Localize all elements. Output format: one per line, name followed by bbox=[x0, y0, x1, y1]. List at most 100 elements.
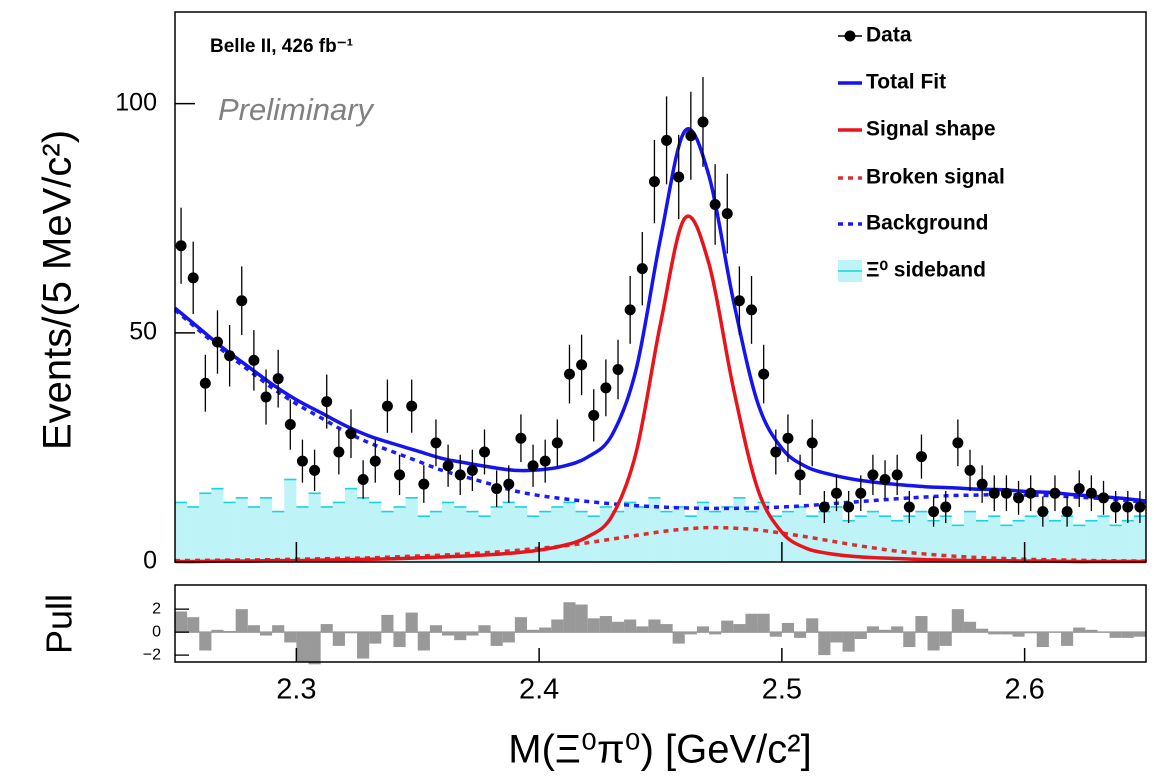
pull-bar bbox=[684, 632, 697, 635]
sideband-bar bbox=[466, 511, 479, 562]
sideband-bar bbox=[599, 507, 612, 562]
sideband-bar bbox=[696, 502, 710, 562]
pull-bar bbox=[988, 632, 1001, 635]
pull-bar bbox=[1036, 632, 1049, 648]
data-point bbox=[782, 432, 794, 444]
data-point bbox=[588, 409, 600, 421]
sideband-bar bbox=[1097, 516, 1110, 562]
data-point bbox=[527, 460, 539, 472]
pull-bar bbox=[781, 622, 795, 633]
pull-bar bbox=[357, 632, 370, 659]
pull-bar bbox=[211, 629, 224, 633]
data-point bbox=[903, 501, 915, 513]
sideband-bar bbox=[587, 516, 600, 562]
pull-frame bbox=[174, 584, 1147, 663]
x-tick-label: 2.5 bbox=[762, 674, 802, 706]
pull-bar bbox=[575, 604, 588, 633]
sideband-bar bbox=[878, 516, 892, 562]
sideband-bar bbox=[624, 502, 637, 562]
y-axis-title: Events/(5 MeV/c²) bbox=[36, 130, 80, 450]
data-point bbox=[175, 240, 187, 252]
pull-bar bbox=[745, 613, 758, 633]
sideband-bar bbox=[357, 497, 370, 562]
data-point bbox=[284, 419, 296, 430]
sideband-bar bbox=[684, 516, 697, 562]
data-point bbox=[515, 432, 527, 444]
pull-bar bbox=[636, 626, 649, 633]
data-point bbox=[818, 501, 830, 513]
data-point bbox=[940, 501, 952, 513]
pull-bar bbox=[272, 625, 285, 633]
data-point bbox=[1049, 487, 1061, 499]
sideband-bar bbox=[442, 502, 455, 562]
sideband-bar bbox=[247, 507, 260, 562]
sideband-bar bbox=[660, 511, 673, 562]
sideband-bar bbox=[272, 511, 285, 562]
sideband-bar bbox=[259, 497, 273, 562]
pull-bar bbox=[830, 632, 843, 643]
sideband-bar bbox=[866, 511, 879, 562]
pull-bar bbox=[672, 632, 685, 644]
data-point bbox=[333, 446, 345, 458]
sideband-bar bbox=[1121, 520, 1134, 562]
sideband-bar bbox=[721, 507, 734, 562]
data-point bbox=[928, 506, 940, 518]
sideband-bar bbox=[514, 507, 527, 562]
x-tick-label: 2.4 bbox=[519, 674, 559, 706]
pull-bar bbox=[454, 632, 467, 641]
sideband-bar bbox=[405, 497, 418, 562]
data-point bbox=[661, 134, 673, 146]
pull-bar bbox=[1012, 632, 1025, 637]
data-point bbox=[1134, 501, 1146, 513]
data-point bbox=[1085, 487, 1097, 499]
x-axis-title: M(Ξ⁰π⁰) [GeV/c²] bbox=[508, 728, 811, 772]
pull-bar bbox=[1000, 632, 1013, 635]
data-point bbox=[733, 295, 745, 307]
sideband-bar bbox=[951, 525, 964, 562]
sideband-bar bbox=[1133, 516, 1146, 562]
data-point bbox=[563, 368, 575, 380]
data-point bbox=[224, 350, 236, 362]
sideband-bar bbox=[332, 502, 345, 562]
sideband-bar bbox=[830, 507, 843, 562]
pull-bar bbox=[199, 632, 212, 651]
pull-bar bbox=[175, 611, 188, 633]
data-point bbox=[381, 400, 393, 412]
pull-bar bbox=[660, 624, 673, 633]
data-point bbox=[794, 469, 806, 481]
sideband-bar bbox=[818, 511, 831, 562]
data-point bbox=[418, 478, 430, 490]
data-point bbox=[394, 469, 406, 481]
data-point bbox=[211, 336, 223, 348]
sideband-bar bbox=[454, 507, 467, 562]
sideband-bar bbox=[1024, 516, 1037, 562]
data-point bbox=[260, 391, 272, 403]
data-point bbox=[806, 437, 818, 449]
sideband-bar bbox=[1012, 520, 1025, 562]
data-point bbox=[867, 469, 879, 481]
sideband-bar bbox=[199, 493, 212, 562]
pull-bar bbox=[624, 619, 637, 633]
x-tick-label: 2.6 bbox=[1004, 674, 1044, 706]
sideband-bar bbox=[709, 511, 722, 562]
pull-bar bbox=[587, 618, 600, 633]
data-point bbox=[466, 464, 478, 476]
pull-bar bbox=[320, 624, 333, 633]
data-point bbox=[600, 382, 612, 394]
annotation: Preliminary bbox=[218, 92, 376, 127]
sideband-bar bbox=[369, 502, 382, 562]
sideband-bar bbox=[1085, 520, 1098, 562]
pull-bar bbox=[854, 632, 867, 640]
sideband-bar bbox=[211, 488, 224, 562]
data-point bbox=[952, 437, 964, 449]
pull-bar bbox=[1061, 632, 1074, 646]
pull-bar bbox=[1073, 627, 1086, 633]
pull-bar bbox=[381, 614, 394, 633]
sideband-bar bbox=[478, 516, 491, 562]
pull-bar bbox=[757, 613, 770, 633]
pull-bar bbox=[927, 632, 940, 651]
sideband-bar bbox=[417, 516, 430, 562]
sideband-bar bbox=[1109, 525, 1122, 562]
sideband-bar bbox=[1061, 516, 1074, 562]
pull-bar bbox=[235, 609, 248, 633]
